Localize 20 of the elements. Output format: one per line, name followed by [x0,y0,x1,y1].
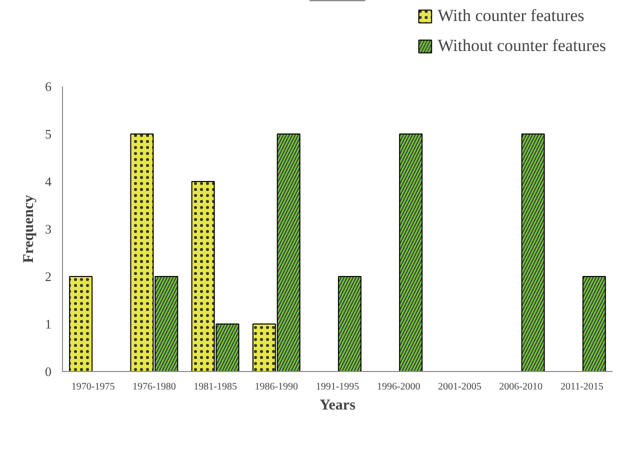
x-tick-label: 1986-1990 [254,382,298,392]
x-tick-label: 1991-1995 [316,382,360,392]
legend-label: Without counter features [438,36,606,56]
y-tick-label: 4 [45,174,52,189]
x-tick-label: 1970-1975 [71,382,115,392]
x-tick-label: 2006-2010 [499,382,543,392]
y-tick-label: 5 [45,126,52,142]
y-tick-label: 2 [45,269,52,284]
x-tick-label: 1996-2000 [376,382,420,392]
x-axis-title: Years [320,398,356,414]
x-tick-label: 2011-2015 [560,382,604,392]
y-tick-label: 1 [45,316,52,332]
x-tick-label: 2001-2005 [438,382,482,392]
y-tick-label: 3 [45,222,52,236]
x-tick-label: 1976-1980 [132,382,176,392]
y-axis-title: Frequency [21,194,37,264]
x-tick-label: 1981-1985 [194,382,237,392]
y-tick-label: 6 [45,79,52,94]
y-tick-label: 0 [45,364,52,379]
legend-label: With counter features [438,6,584,26]
